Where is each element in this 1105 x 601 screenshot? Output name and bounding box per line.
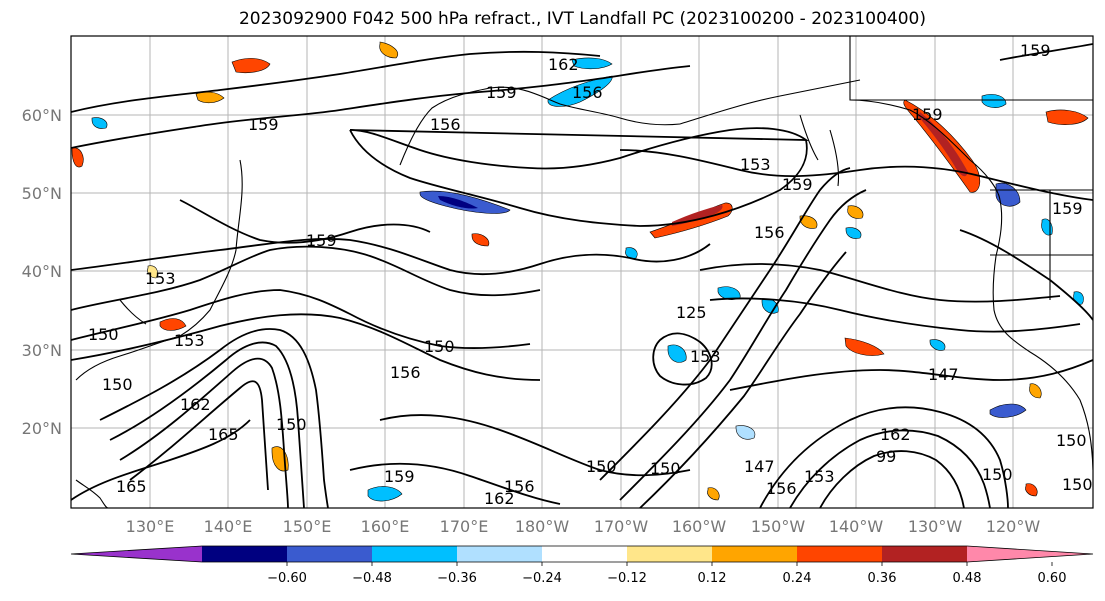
contour-label: 150 (424, 337, 455, 356)
contour-label: 159 (384, 467, 415, 486)
contour-label: 159 (486, 83, 517, 102)
contour-label: 147 (744, 457, 775, 476)
contour-label: 159 (306, 231, 337, 250)
lon-label: 180°W (515, 517, 570, 536)
map-title: 2023092900 F042 500 hPa refract., IVT La… (238, 9, 926, 29)
lon-label: 160°E (361, 517, 410, 536)
colorbar-tick-label: 0.60 (1038, 571, 1067, 586)
lat-label: 50°N (22, 184, 62, 203)
colorbar-outline (70, 545, 1094, 563)
lat-label: 30°N (22, 341, 62, 360)
contour-label: 162 (484, 489, 515, 508)
colorbar-tick-label: 0.24 (783, 571, 812, 586)
map-frame (70, 35, 1094, 509)
colorbar-tick-label: 0.48 (953, 571, 982, 586)
lon-label: 160°W (672, 517, 727, 536)
lon-label: 130°E (126, 517, 175, 536)
colorbar-tick-label: −0.36 (437, 571, 477, 586)
contour-label: 159 (1020, 41, 1051, 60)
contour-label: 150 (88, 325, 119, 344)
lon-label: 130°W (908, 517, 963, 536)
contour-label: 150 (276, 415, 307, 434)
contour-label: 150 (1062, 475, 1093, 494)
colorbar-extend-low (71, 546, 202, 562)
contour-label: 162 (180, 395, 211, 414)
contour-lines (71, 43, 1093, 508)
lat-label: 60°N (22, 106, 62, 125)
contour-label: 156 (390, 363, 421, 382)
colorbar-segment (542, 546, 627, 562)
contour-label: 156 (572, 83, 603, 102)
lon-label: 170°W (594, 517, 649, 536)
contour-label: 156 (766, 479, 797, 498)
colorbar-tick-label: −0.24 (522, 571, 562, 586)
contour-label: 156 (430, 115, 461, 134)
lon-label: 150°W (751, 517, 806, 536)
lat-label: 40°N (22, 262, 62, 281)
lon-label: 120°W (986, 517, 1041, 536)
contour-label: 153 (740, 155, 771, 174)
lon-label: 140°W (829, 517, 884, 536)
contour-label-group: 162 159 156 159 156 159 153 159 156 159 … (88, 41, 1093, 508)
colorbar-segment (457, 546, 542, 562)
contour-label: 150 (586, 457, 617, 476)
contour-label: 159 (782, 175, 813, 194)
contour-label: 150 (102, 375, 133, 394)
contour-label: 150 (1056, 431, 1087, 450)
contour-label: 147 (928, 365, 959, 384)
lon-label: 150°E (283, 517, 332, 536)
colorbar-segment (372, 546, 457, 562)
colorbar-tick-label: −0.12 (607, 571, 647, 586)
colorbar-segment (797, 546, 882, 562)
contour-label: 150 (982, 465, 1013, 484)
contour-label: 165 (116, 477, 147, 496)
contour-label: 125 (676, 303, 707, 322)
latitude-labels: 60°N 50°N 40°N 30°N 20°N (22, 106, 62, 438)
lon-label: 140°E (204, 517, 253, 536)
colorbar-segment (712, 546, 797, 562)
colorbar-segment (882, 546, 967, 562)
contour-label: 156 (504, 477, 535, 496)
colorbar-segment (627, 546, 712, 562)
longitude-labels: 130°E 140°E 150°E 160°E 170°E 180°W 170°… (126, 517, 1041, 536)
contour-label: 99 (876, 447, 896, 466)
contour-label: 162 (548, 55, 579, 74)
contour-label: 159 (248, 115, 279, 134)
colorbar: −0.60 −0.48 −0.36 −0.24 −0.12 0.12 0.24 0.36 0.4… (70, 545, 1094, 586)
colorbar-segment (202, 546, 287, 562)
contour-label: 156 (754, 223, 785, 242)
contour-label: 153 (690, 347, 721, 366)
colorbar-tick-label: −0.48 (352, 571, 392, 586)
colorbar-tick-label: 0.12 (698, 571, 727, 586)
contour-label: 159 (1052, 199, 1083, 218)
colorbar-tick-label: 0.36 (868, 571, 897, 586)
colorbar-segment (287, 546, 372, 562)
contour-label: 153 (804, 467, 835, 486)
lat-label: 20°N (22, 419, 62, 438)
contour-label: 162 (880, 425, 911, 444)
contour-label: 159 (912, 105, 943, 124)
colorbar-tick-label: −0.60 (267, 571, 307, 586)
colorbar-extend-high (967, 546, 1093, 562)
contour-label: 153 (174, 331, 205, 350)
lon-label: 170°E (440, 517, 489, 536)
contour-label: 153 (145, 269, 176, 288)
contour-label: 150 (650, 459, 681, 478)
contour-label: 165 (208, 425, 239, 444)
